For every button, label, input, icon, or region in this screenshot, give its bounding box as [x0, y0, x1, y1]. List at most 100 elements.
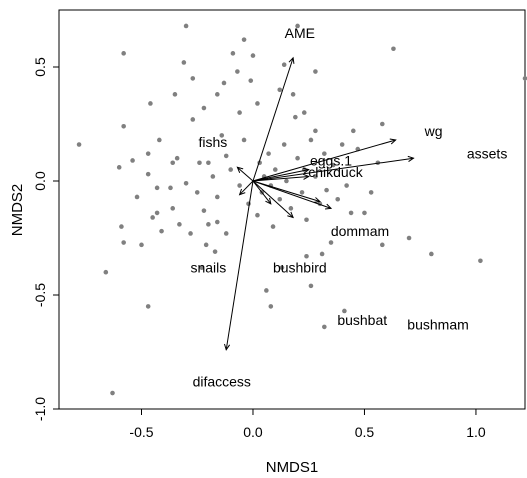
- site-point: [223, 153, 229, 159]
- vector-arrowhead: [236, 166, 244, 174]
- vector-arrowhead: [302, 173, 310, 180]
- site-point: [110, 390, 115, 396]
- site-point: [206, 160, 211, 166]
- vector-arrowhead: [238, 188, 246, 196]
- x-tick-label: 0.0: [243, 424, 263, 440]
- site-point: [121, 123, 126, 129]
- site-point: [266, 151, 271, 156]
- site-point: [215, 194, 220, 200]
- variable-label: difaccess: [193, 374, 251, 390]
- vector-arrowhead: [302, 167, 310, 174]
- y-axis: -1.0 -0.5 0.0 0.5: [32, 57, 59, 421]
- site-point: [324, 187, 329, 193]
- site-point: [344, 183, 349, 188]
- site-point: [121, 240, 126, 245]
- site-point: [201, 105, 207, 111]
- site-point: [295, 155, 300, 161]
- site-point: [145, 171, 151, 177]
- site-point: [380, 121, 385, 127]
- site-point: [199, 265, 204, 270]
- site-point: [339, 142, 345, 147]
- site-point: [170, 206, 176, 211]
- site-point: [194, 190, 200, 195]
- site-point: [304, 253, 309, 259]
- vector-arrowhead: [389, 138, 397, 145]
- site-point: [313, 69, 318, 74]
- y-tick-label: -0.5: [32, 283, 48, 307]
- site-point: [322, 151, 327, 156]
- site-point: [380, 242, 385, 248]
- site-point: [139, 242, 144, 248]
- site-point: [308, 137, 314, 143]
- site-point: [264, 288, 269, 293]
- site-point: [190, 76, 196, 81]
- site-point: [134, 194, 140, 200]
- site-point: [172, 92, 178, 97]
- site-point: [237, 110, 242, 115]
- site-point: [241, 37, 247, 42]
- variable-label: wg: [424, 123, 443, 139]
- site-point: [157, 137, 162, 143]
- y-tick-label: 0.5: [32, 57, 48, 77]
- x-axis: -0.5 0.0 0.5 1.0: [129, 409, 486, 440]
- site-point: [130, 158, 135, 163]
- site-point: [342, 308, 347, 314]
- vector-arrowhead: [287, 211, 294, 219]
- site-point: [255, 101, 260, 106]
- site-point: [221, 80, 227, 86]
- site-point: [351, 128, 356, 134]
- site-point: [290, 92, 296, 97]
- site-point: [319, 251, 325, 257]
- variable-label: bushbird: [273, 260, 327, 276]
- y-axis-label: NMDS2: [9, 184, 26, 237]
- site-point: [145, 151, 151, 156]
- site-point: [272, 167, 278, 172]
- site-point: [348, 210, 354, 216]
- site-point: [170, 160, 176, 166]
- site-point: [429, 251, 434, 257]
- variable-label: bushmam: [407, 317, 468, 333]
- site-point: [183, 180, 189, 186]
- vector-line: [225, 180, 254, 350]
- site-point: [250, 53, 256, 58]
- site-point: [103, 269, 109, 275]
- site-point: [119, 224, 124, 229]
- site-point: [281, 62, 287, 68]
- site-point: [223, 231, 229, 236]
- site-point: [203, 242, 209, 248]
- site-point: [295, 23, 300, 29]
- site-point: [308, 283, 314, 289]
- variable-label: AME: [285, 25, 315, 41]
- site-point: [522, 76, 527, 81]
- site-point: [116, 165, 122, 170]
- vector-line: [252, 139, 396, 182]
- vector-arrowhead: [313, 197, 321, 203]
- site-point: [277, 87, 283, 93]
- plot-frame: [58, 9, 526, 410]
- site-point: [177, 222, 182, 227]
- y-tick-label: 0.0: [32, 171, 48, 191]
- x-tick-label: 1.0: [466, 424, 486, 440]
- site-point: [279, 265, 285, 270]
- site-point: [228, 167, 233, 172]
- site-point: [145, 304, 151, 309]
- site-point: [281, 142, 287, 147]
- vector-arrowhead: [288, 56, 295, 64]
- vector-line: [252, 180, 272, 205]
- site-point: [197, 160, 202, 166]
- site-point: [154, 210, 160, 216]
- vector-arrowhead: [407, 155, 415, 162]
- variable-label: chikduck: [308, 164, 363, 180]
- site-point: [288, 206, 294, 211]
- site-point: [215, 219, 220, 225]
- site-point: [277, 196, 283, 202]
- site-point: [241, 137, 247, 143]
- site-point: [313, 174, 318, 179]
- site-point: [215, 92, 220, 97]
- vector-line: [252, 180, 294, 218]
- variable-label: assets: [467, 146, 507, 162]
- site-point: [154, 185, 160, 191]
- site-point: [148, 101, 153, 106]
- site-point: [270, 224, 276, 229]
